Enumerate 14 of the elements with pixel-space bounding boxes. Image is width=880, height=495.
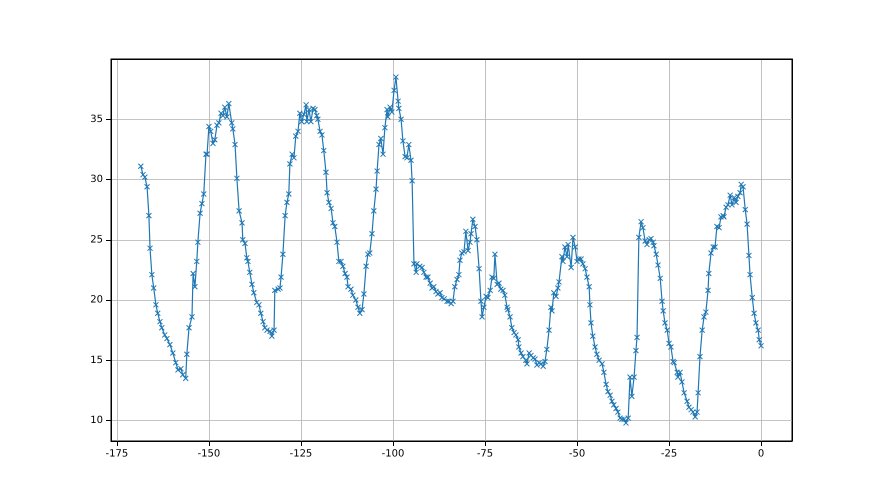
x-tick-label: -175 — [106, 448, 128, 460]
x-tick-label: -75 — [476, 448, 494, 460]
x-tick-label: -100 — [382, 448, 404, 460]
x-tick-label: -125 — [290, 448, 312, 460]
y-tick-label: 20 — [90, 294, 103, 306]
y-tick-label: 35 — [90, 114, 103, 125]
y-tick-label: 25 — [90, 234, 103, 246]
x-tick-label: -25 — [660, 448, 678, 460]
x-tick-label: -150 — [198, 448, 220, 460]
y-tick-label: 15 — [90, 354, 103, 366]
x-tick-label: 0 — [758, 448, 764, 460]
x-tick-label: -50 — [568, 448, 586, 460]
y-tick-label: 30 — [90, 174, 103, 186]
y-tick-label: 10 — [90, 415, 103, 426]
